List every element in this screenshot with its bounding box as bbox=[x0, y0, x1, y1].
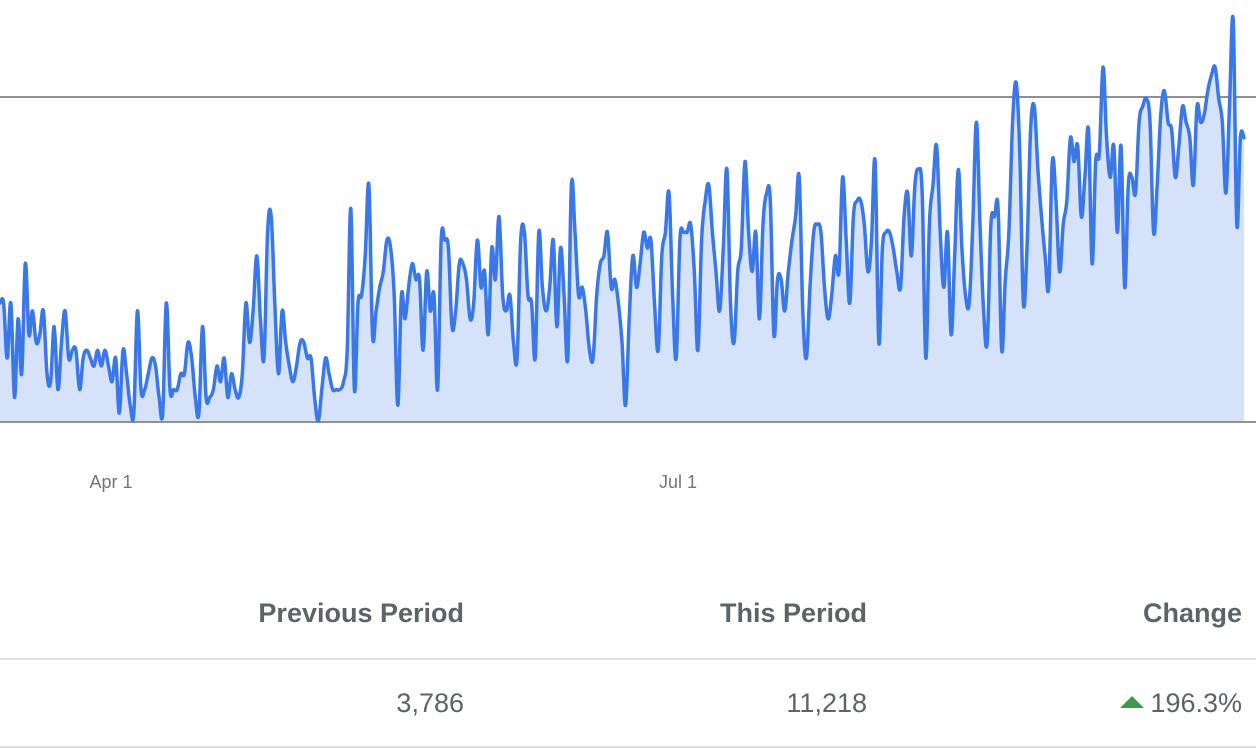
comparison-table: Previous Period This Period Change 3,786… bbox=[0, 578, 1256, 748]
header-this-period: This Period bbox=[719, 598, 867, 628]
previous-period-value: 3,786 bbox=[396, 688, 464, 718]
change-value: 196.3% bbox=[1150, 688, 1242, 718]
table-row: 3,786 11,218 196.3% bbox=[0, 660, 1256, 748]
x-tick-label-jul: Jul 1 bbox=[659, 472, 697, 492]
this-period-value: 11,218 bbox=[786, 688, 867, 718]
area-chart: Apr 1 Jul 1 bbox=[0, 14, 1256, 492]
series-line bbox=[0, 14, 1246, 423]
up-arrow-icon bbox=[1120, 696, 1145, 708]
x-tick-label-apr: Apr 1 bbox=[89, 472, 132, 492]
area-fill bbox=[0, 16, 1244, 422]
table-header-row: Previous Period This Period Change bbox=[0, 578, 1256, 660]
header-change: Change bbox=[1142, 598, 1242, 628]
header-previous-period: Previous Period bbox=[258, 598, 464, 628]
change-value-cell: 196.3% bbox=[1120, 688, 1242, 719]
